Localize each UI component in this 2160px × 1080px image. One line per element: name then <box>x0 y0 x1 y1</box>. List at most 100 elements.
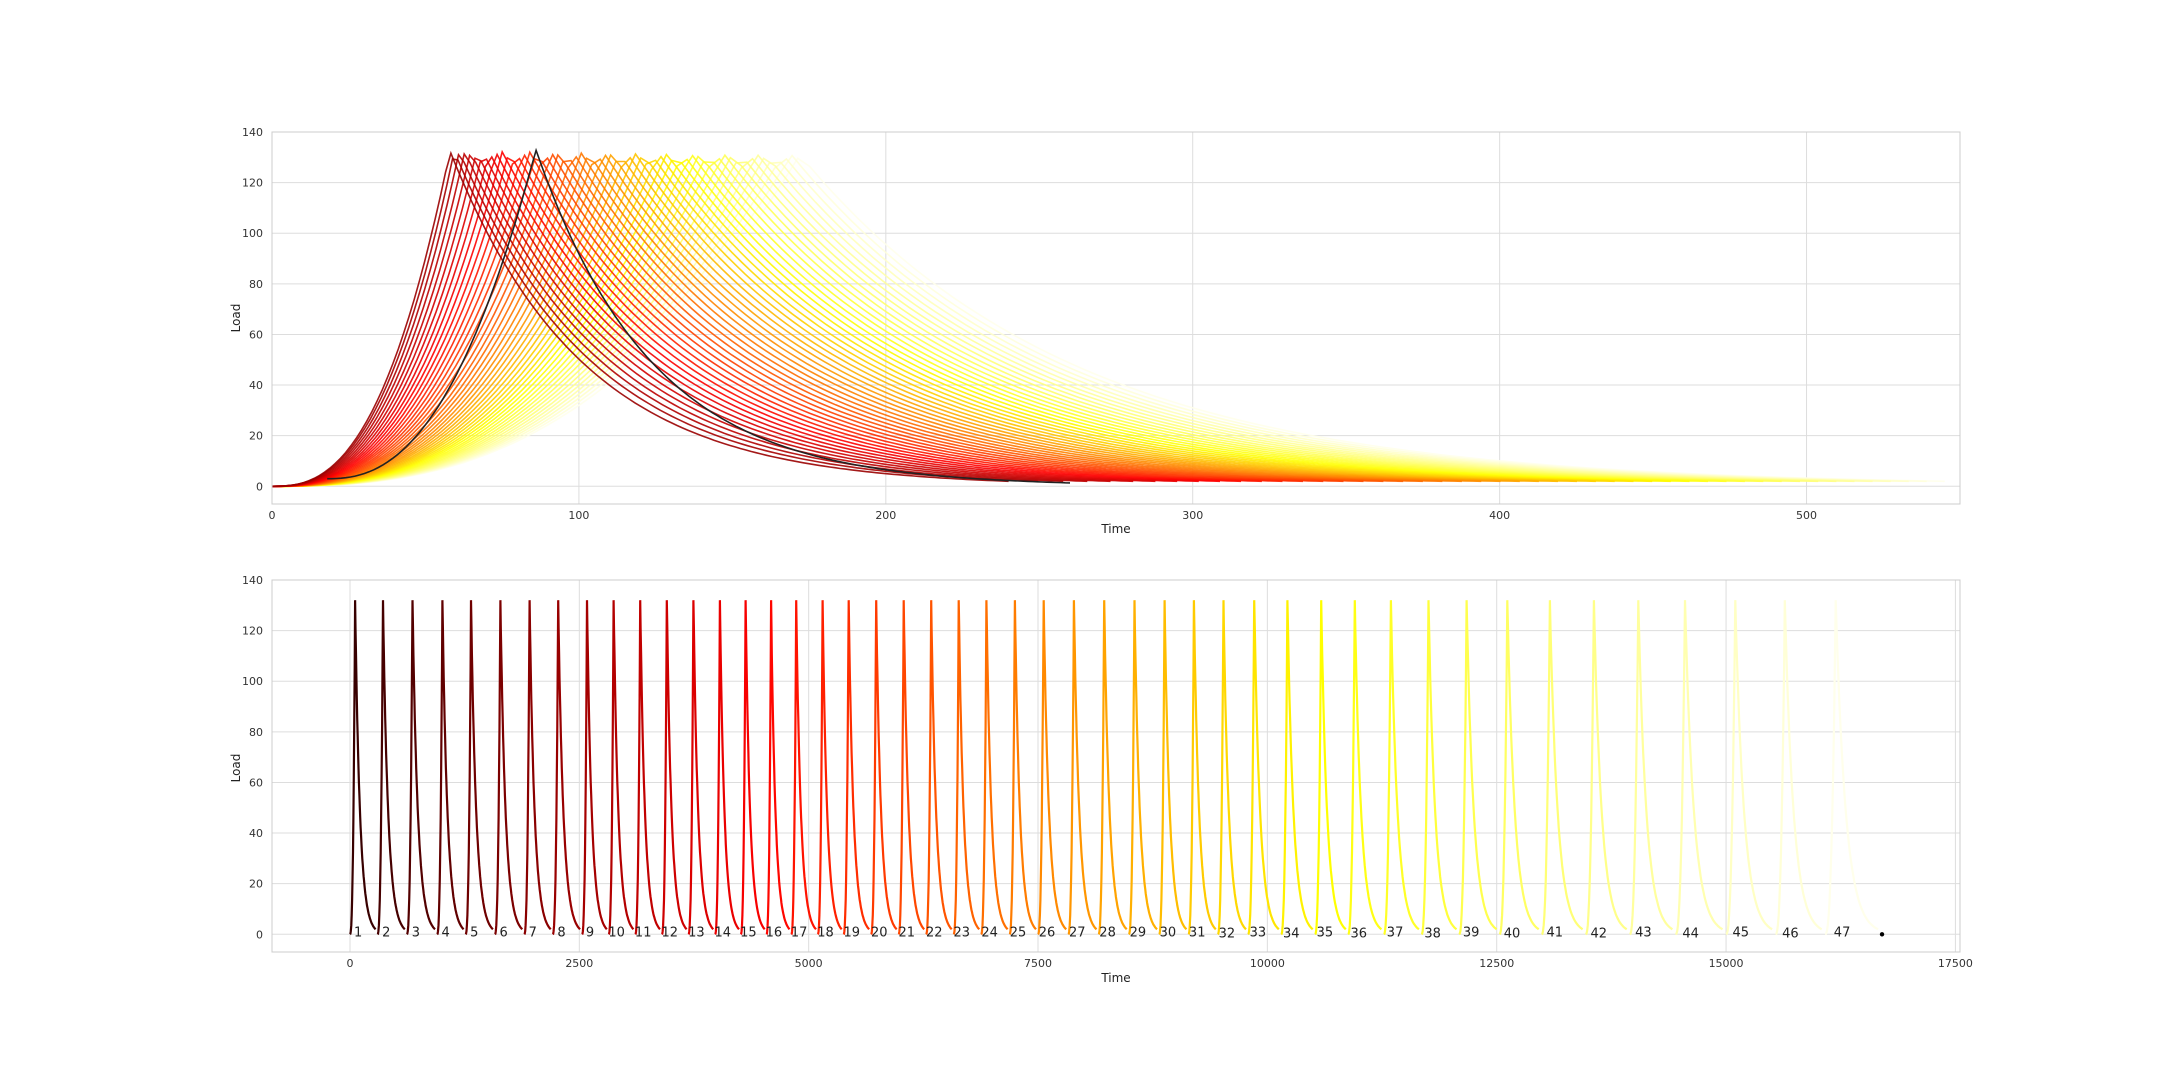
top-x-tick-labels: 0 100 200 300 400 500 <box>269 509 1818 522</box>
cycle-label: 42 <box>1591 926 1608 941</box>
cycle-curve <box>272 157 1262 488</box>
cycle-curve <box>272 153 1384 488</box>
cycle-curve <box>272 156 1801 488</box>
cycle-spike <box>494 600 524 936</box>
cycle-spike <box>1347 600 1383 936</box>
cycle-curve <box>272 153 1283 488</box>
cycle-label: 13 <box>688 925 705 940</box>
cycle-label: 1 <box>354 925 362 940</box>
cycle-label: 38 <box>1424 926 1441 941</box>
cycle-label: 45 <box>1733 925 1750 940</box>
cycle-curve <box>271 158 1156 488</box>
cycle-spike <box>714 600 740 935</box>
cycle-curve <box>272 155 1634 488</box>
cycle-spike <box>1097 600 1128 935</box>
bottom-y-axis-label: Load <box>229 754 243 783</box>
cycle-spike <box>980 600 1009 936</box>
y-tick-label: 100 <box>242 675 263 688</box>
y-tick-label: 140 <box>242 126 263 139</box>
bottom-x-tick-labels: 0 2500 5000 7500 10000 12500 15000 17500 <box>346 957 1972 970</box>
x-tick-label: 400 <box>1489 509 1510 522</box>
cycle-label: 47 <box>1834 925 1851 940</box>
top-curves <box>271 147 1945 488</box>
y-tick-label: 60 <box>249 328 263 341</box>
bottom-plot-frame <box>271 579 1961 953</box>
cycle-label: 24 <box>981 925 998 940</box>
cycle-curve <box>272 153 1782 488</box>
x-tick-label: 300 <box>1182 509 1203 522</box>
cycle-spike <box>1383 600 1420 936</box>
y-tick-label: 80 <box>249 278 263 291</box>
y-tick-label: 120 <box>242 625 263 638</box>
cycle-label: 46 <box>1782 926 1799 941</box>
cycle-curve <box>272 149 1221 488</box>
cycle-spike <box>551 600 581 936</box>
cycle-curve <box>272 157 1764 488</box>
cycle-spike <box>1280 600 1314 936</box>
cycle-label: 27 <box>1069 925 1086 940</box>
x-tick-label: 5000 <box>795 957 823 970</box>
cycle-curve <box>272 152 1199 488</box>
cycle-spike <box>406 600 436 935</box>
cycle-curve <box>272 161 1819 488</box>
cycle-curve <box>272 157 1462 488</box>
cycle-curve <box>272 156 1596 488</box>
y-tick-label: 140 <box>242 574 263 587</box>
cycle-spike <box>634 600 661 935</box>
cycle-spike <box>376 600 406 936</box>
cycle-spike <box>842 600 870 936</box>
cycle-curve <box>272 158 1482 488</box>
cycle-spike <box>925 600 953 935</box>
cycle-label: 14 <box>714 925 731 940</box>
cycle-spike <box>1008 600 1037 935</box>
x-tick-label: 2500 <box>565 957 593 970</box>
cycle-curve <box>272 156 1242 488</box>
cycle-spike <box>349 600 377 935</box>
cycle-label: 43 <box>1635 925 1652 940</box>
cycle-spike <box>1420 600 1458 936</box>
cycle-curve <box>272 154 1709 488</box>
top-y-tick-labels: 0 20 40 60 80 100 120 140 <box>242 126 263 493</box>
cycle-curve <box>271 153 1111 488</box>
cycle-spike <box>523 600 552 935</box>
cycle-spike <box>1725 600 1773 936</box>
cycle-spike <box>1158 600 1188 936</box>
y-tick-label: 120 <box>242 177 263 190</box>
cycle-spike <box>1314 600 1347 936</box>
cycle-curve <box>272 151 1443 488</box>
cycle-label: 25 <box>1010 925 1027 940</box>
cycle-spike <box>464 600 494 935</box>
cycle-label: 2 <box>382 925 390 940</box>
y-tick-label: 20 <box>249 878 263 891</box>
cycle-label: 22 <box>926 925 943 940</box>
panel-cycle-timeline: 0 2500 5000 7500 10000 12500 15000 17500 0 20 40 6… <box>229 574 1973 985</box>
cycle-spike <box>607 600 635 935</box>
x-tick-label: 0 <box>346 957 353 970</box>
cycle-curve <box>272 159 1671 488</box>
cycle-curve <box>272 158 1690 488</box>
cycle-curve <box>272 155 1423 488</box>
cycle-spike <box>436 600 465 936</box>
cycle-curve <box>272 155 1727 488</box>
cycle-label: 23 <box>954 925 971 940</box>
cycle-spike <box>1629 600 1674 936</box>
cycle-label: 40 <box>1504 926 1521 941</box>
cycle-label: 30 <box>1160 925 1177 940</box>
x-tick-label: 17500 <box>1938 957 1973 970</box>
highlight-curve <box>327 147 1071 484</box>
cycle-spike <box>1217 600 1247 936</box>
x-tick-label: 500 <box>1796 509 1817 522</box>
cycle-spike <box>870 600 898 935</box>
cycle-label: 34 <box>1283 926 1300 941</box>
cycle-label: 21 <box>898 925 915 940</box>
cycle-spike <box>1824 600 1879 936</box>
cycle-curve <box>272 153 1855 488</box>
cycle-label: 44 <box>1682 926 1699 941</box>
top-plot-frame <box>271 131 1961 505</box>
y-tick-label: 100 <box>242 227 263 240</box>
cycle-curve <box>272 153 1501 488</box>
cycle-spike <box>1585 600 1628 936</box>
cycle-label: 11 <box>635 925 652 940</box>
y-tick-label: 40 <box>249 827 263 840</box>
cycle-curve <box>272 150 1009 488</box>
